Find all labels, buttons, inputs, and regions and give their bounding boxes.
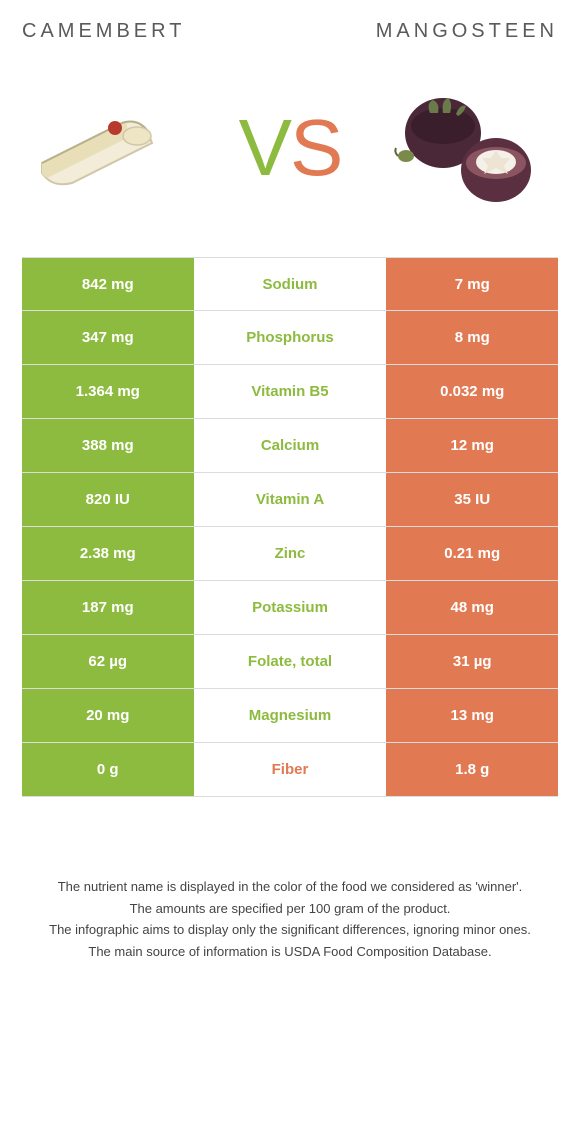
right-value: 7 mg xyxy=(386,258,558,310)
mangosteen-image xyxy=(388,73,558,223)
nutrient-label: Folate, total xyxy=(194,635,387,688)
left-value: 820 IU xyxy=(22,473,194,526)
nutrient-label: Magnesium xyxy=(194,689,387,742)
table-row: 62 µgFolate, total31 µg xyxy=(22,635,558,689)
nutrient-label: Calcium xyxy=(194,419,387,472)
footer-line-3: The infographic aims to display only the… xyxy=(32,920,548,940)
left-value: 842 mg xyxy=(22,258,194,310)
footer-line-1: The nutrient name is displayed in the co… xyxy=(32,877,548,897)
nutrient-label: Sodium xyxy=(194,258,387,310)
right-value: 31 µg xyxy=(386,635,558,688)
right-value: 1.8 g xyxy=(386,743,558,796)
left-value: 187 mg xyxy=(22,581,194,634)
right-value: 35 IU xyxy=(386,473,558,526)
nutrient-table: 842 mgSodium7 mg347 mgPhosphorus8 mg1.36… xyxy=(22,257,558,797)
right-value: 13 mg xyxy=(386,689,558,742)
table-row: 1.364 mgVitamin B50.032 mg xyxy=(22,365,558,419)
nutrient-label: Zinc xyxy=(194,527,387,580)
right-value: 8 mg xyxy=(386,311,558,364)
right-food-title: MANGOSTEEN xyxy=(376,20,558,43)
nutrient-label: Fiber xyxy=(194,743,387,796)
vs-v-letter: V xyxy=(239,103,290,192)
camembert-image xyxy=(22,73,192,223)
table-row: 388 mgCalcium12 mg xyxy=(22,419,558,473)
footer-line-4: The main source of information is USDA F… xyxy=(32,942,548,962)
table-row: 347 mgPhosphorus8 mg xyxy=(22,311,558,365)
left-value: 347 mg xyxy=(22,311,194,364)
vs-label: VS xyxy=(239,102,342,194)
left-value: 0 g xyxy=(22,743,194,796)
right-value: 0.21 mg xyxy=(386,527,558,580)
nutrient-label: Vitamin A xyxy=(194,473,387,526)
left-food-title: CAMEMBERT xyxy=(22,20,185,43)
table-row: 842 mgSodium7 mg xyxy=(22,257,558,311)
right-value: 12 mg xyxy=(386,419,558,472)
table-row: 2.38 mgZinc0.21 mg xyxy=(22,527,558,581)
left-value: 62 µg xyxy=(22,635,194,688)
nutrient-label: Potassium xyxy=(194,581,387,634)
left-value: 388 mg xyxy=(22,419,194,472)
table-row: 0 gFiber1.8 g xyxy=(22,743,558,797)
footer-notes: The nutrient name is displayed in the co… xyxy=(22,877,558,961)
footer-line-2: The amounts are specified per 100 gram o… xyxy=(32,899,548,919)
table-row: 820 IUVitamin A35 IU xyxy=(22,473,558,527)
header-row: CAMEMBERT MANGOSTEEN xyxy=(22,20,558,43)
mangosteen-icon xyxy=(388,78,558,218)
right-value: 48 mg xyxy=(386,581,558,634)
cheese-icon xyxy=(27,88,187,208)
left-value: 2.38 mg xyxy=(22,527,194,580)
table-row: 20 mgMagnesium13 mg xyxy=(22,689,558,743)
vs-s-letter: S xyxy=(290,103,341,192)
nutrient-label: Phosphorus xyxy=(194,311,387,364)
left-value: 20 mg xyxy=(22,689,194,742)
table-row: 187 mgPotassium48 mg xyxy=(22,581,558,635)
nutrient-label: Vitamin B5 xyxy=(194,365,387,418)
images-row: VS xyxy=(22,63,558,233)
left-value: 1.364 mg xyxy=(22,365,194,418)
right-value: 0.032 mg xyxy=(386,365,558,418)
